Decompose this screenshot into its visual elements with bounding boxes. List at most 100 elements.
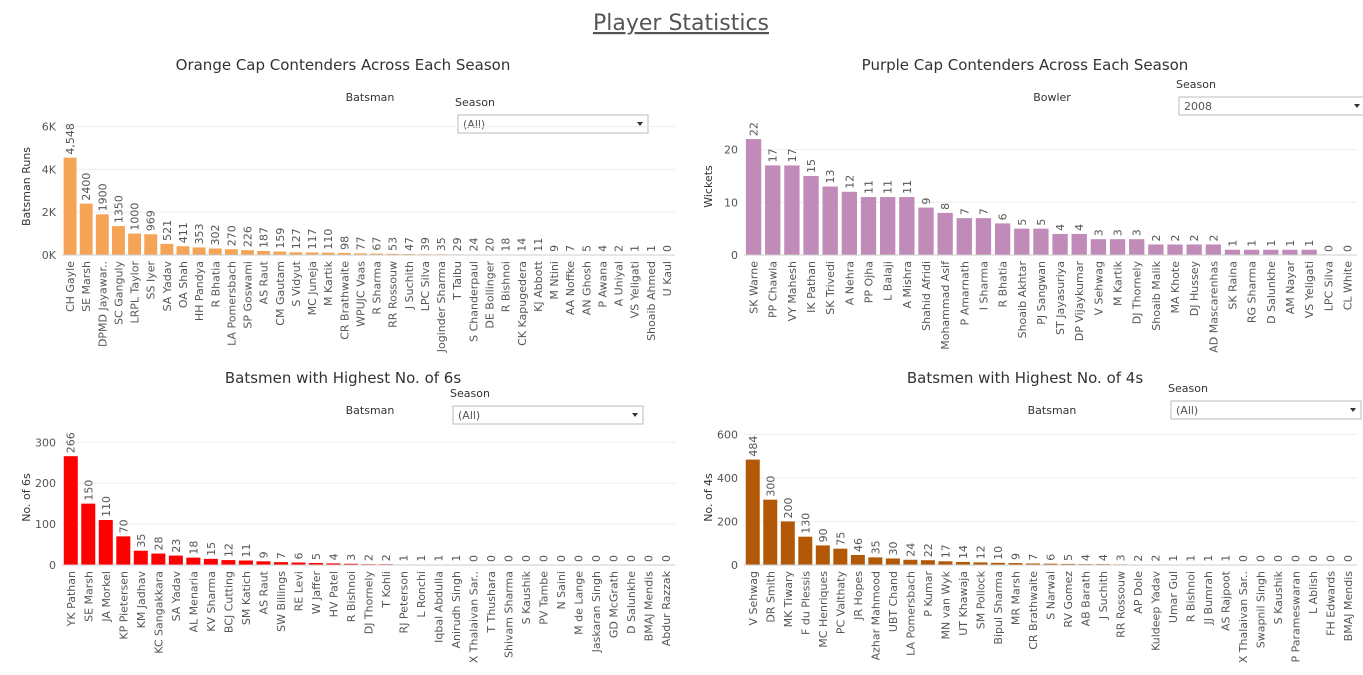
bar [815, 545, 830, 565]
filter-value: (All) [458, 409, 480, 422]
x-tick-label: MA Khote [1169, 261, 1182, 314]
x-tick-label: T Thushara [485, 571, 498, 634]
x-tick-label: DJ Hussey [1188, 261, 1201, 317]
x-tick-label: AB Barath [1080, 571, 1093, 626]
x-tick-label: Abdur Razzak [660, 570, 673, 646]
x-tick-label: T Kohli [380, 571, 393, 609]
bar [192, 247, 206, 255]
value-label: 5 [1062, 554, 1075, 561]
value-label: 2 [1150, 555, 1163, 562]
x-tick-label: AL Menaria [187, 571, 200, 632]
x-tick-label: SS Iyer [145, 261, 158, 300]
bar [402, 253, 416, 255]
bar [803, 175, 819, 255]
bar [81, 503, 96, 565]
value-label: 0 [1325, 555, 1338, 562]
x-tick-label: AS Raut [258, 260, 271, 304]
bar [975, 218, 992, 255]
bar [95, 214, 109, 255]
x-tick-label: V Sehwag [747, 571, 760, 625]
x-tick-label: MK Tiwary [782, 571, 795, 628]
value-label: 3 [345, 554, 358, 561]
value-label: 2 [363, 554, 376, 561]
value-label: 0 [1341, 245, 1354, 252]
value-label: 187 [258, 227, 271, 248]
value-label: 353 [193, 223, 206, 244]
value-label: 0 [608, 555, 621, 562]
bar [289, 252, 303, 255]
x-tick-label: DE Bollinger [483, 261, 496, 329]
x-tick-label: MR Marsh [1009, 571, 1022, 625]
x-tick-label: AN Ghosh [580, 261, 593, 315]
x-tick-label: PJ Sangwan [1035, 261, 1048, 325]
value-label: 2 [613, 245, 626, 252]
x-tick-label: P Parameswaran [1290, 571, 1303, 662]
x-tick-label: X Thalaivan Sar.. [468, 571, 481, 663]
value-label: 14 [957, 545, 970, 559]
bar [1109, 239, 1126, 255]
value-label: 67 [371, 237, 384, 251]
value-label: 110 [322, 229, 335, 250]
bar [208, 248, 222, 255]
y-tick-label: 2K [42, 206, 57, 219]
value-label: 0 [503, 555, 516, 562]
y-tick-label: 200 [717, 515, 738, 528]
x-tick-label: HV Patel [327, 571, 340, 617]
bar [1263, 249, 1279, 255]
filter-dropdown[interactable] [457, 114, 649, 134]
bar [822, 186, 838, 255]
filter-label: Season [450, 387, 490, 400]
bar [291, 562, 306, 565]
value-label: 3 [1112, 229, 1125, 236]
filter-dropdown[interactable] [1170, 400, 1362, 420]
value-label: 6 [292, 553, 305, 560]
x-tick-label: KP Pietersen [117, 571, 130, 640]
x-tick-label: GD McGrath [608, 571, 621, 638]
x-tick-label: CL White [1341, 261, 1354, 311]
y-tick-label: 20 [724, 144, 738, 157]
x-tick-label: Iqbal Abdulla [433, 571, 446, 643]
x-tick-label: Shivam Sharma [503, 571, 516, 658]
y-tick-label: 400 [717, 472, 738, 485]
value-label: 17 [939, 544, 952, 558]
filter-dropdown[interactable] [452, 405, 644, 425]
value-label: 0 [1272, 555, 1285, 562]
value-label: 1 [1185, 555, 1198, 562]
bar [745, 459, 760, 565]
x-tick-label: AM Nayar [1284, 261, 1297, 315]
filter-label: Season [1176, 78, 1216, 91]
x-tick-label: Anirudh Singh [450, 571, 463, 648]
value-label: 0 [555, 555, 568, 562]
x-tick-label: P Kumar [922, 571, 935, 617]
value-label: 0 [1342, 555, 1355, 562]
value-label: 3 [1115, 554, 1128, 561]
value-label: 150 [82, 480, 95, 501]
x-tick-label: RE Levi [292, 571, 305, 611]
x-tick-label: SW Billings [275, 571, 288, 632]
value-label: 70 [117, 519, 130, 533]
y-tick-label: 10 [724, 196, 738, 209]
value-label: 9 [1009, 553, 1022, 560]
value-label: 46 [852, 538, 865, 552]
bar [144, 234, 158, 255]
dropdown-arrow [637, 122, 643, 126]
value-label: 1 [645, 245, 658, 252]
x-tick-label: DP Vijaykumar [1073, 261, 1086, 342]
x-tick-label: VS Yeligati [1303, 261, 1316, 318]
value-label: 98 [338, 236, 351, 250]
bar [116, 536, 131, 565]
value-label: 1900 [96, 183, 109, 211]
value-label: 90 [817, 528, 830, 542]
value-label: 159 [274, 228, 287, 249]
bar [386, 253, 400, 255]
value-label: 24 [904, 543, 917, 557]
y-tick-label: 0 [49, 559, 56, 572]
x-tick-label: AS Raut [257, 570, 270, 614]
value-label: 1350 [112, 195, 125, 223]
y-tick-label: 0K [42, 249, 57, 262]
value-label: 0 [573, 555, 586, 562]
bar [1243, 249, 1260, 255]
x-tick-label: SP Goswami [242, 261, 255, 329]
value-label: 11 [863, 180, 876, 194]
filter-dropdown[interactable] [1178, 96, 1363, 116]
